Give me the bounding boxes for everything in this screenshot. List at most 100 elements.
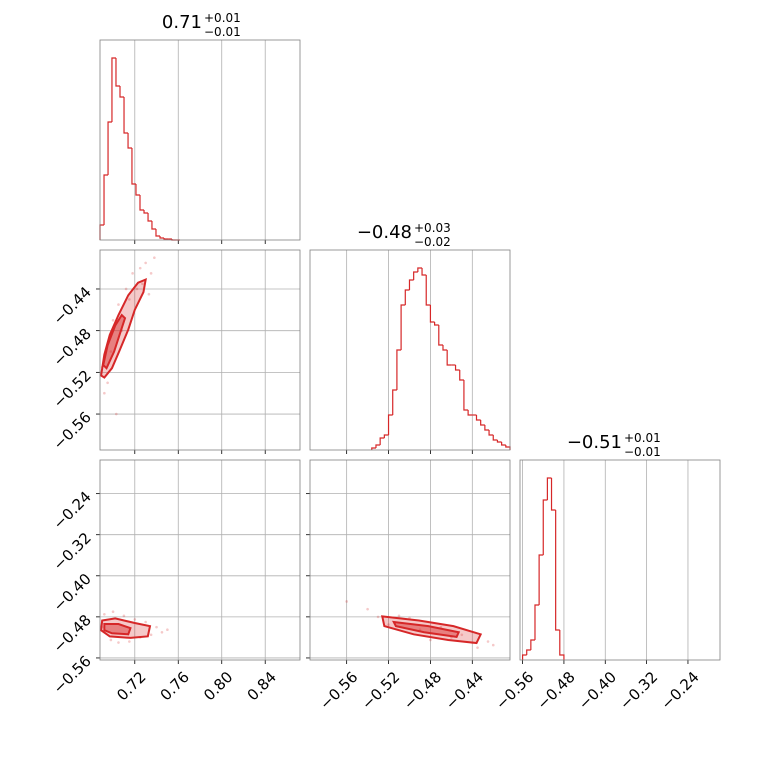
sample-point — [124, 287, 128, 291]
sample-point — [149, 272, 153, 275]
hist-bin — [421, 268, 427, 276]
x-tick-label: 0.72 — [113, 668, 149, 704]
sample-point — [133, 618, 137, 621]
sample-point — [111, 610, 115, 614]
sample-point — [397, 614, 401, 618]
y-tick-label: −0.32 — [50, 529, 95, 574]
hist-bin — [550, 478, 556, 511]
contour — [99, 277, 147, 379]
hist-bin — [434, 322, 439, 326]
hist-bin — [396, 349, 402, 390]
hist-bin — [480, 420, 485, 426]
sample-point — [147, 292, 151, 296]
hist-bin — [408, 279, 414, 290]
hist-bin — [546, 477, 552, 500]
hist-bin — [538, 554, 544, 605]
hist-bin — [488, 430, 494, 436]
title-upper: +0.01 — [624, 431, 661, 445]
sample-point — [117, 641, 120, 644]
panel: 0.72 0.76 0.80 0.84 −0.24−0.32−0.40−0.48−0.5… — [50, 459, 301, 704]
panel-title: 0.71 — [162, 12, 202, 33]
title-lower: −0.01 — [204, 25, 241, 39]
hist-bin — [123, 97, 129, 134]
sample-point — [141, 282, 144, 286]
hist-bin — [375, 444, 381, 448]
hist-bin — [501, 442, 506, 446]
sample-point — [109, 638, 113, 642]
hist-bin — [111, 57, 116, 122]
sample-point — [345, 600, 348, 603]
y-tick-label: −0.44 — [50, 283, 95, 328]
hist-bin — [143, 210, 149, 214]
contour — [392, 620, 461, 638]
sample-point — [160, 630, 164, 634]
panel-title: −0.51 — [567, 432, 622, 453]
hist-bin — [115, 58, 120, 87]
sample-point — [366, 607, 369, 611]
sample-point — [144, 620, 147, 624]
hist-bin — [392, 389, 397, 415]
hist-bin — [475, 415, 481, 421]
sample-point — [155, 625, 158, 629]
y-tick-label: −0.48 — [50, 325, 95, 370]
hist-bin — [467, 410, 473, 416]
sample-point — [128, 640, 131, 643]
hist-bin — [371, 447, 376, 450]
x-tick-label: −0.40 — [575, 668, 620, 713]
sample-point — [103, 391, 106, 395]
x-tick-label: −0.48 — [400, 668, 445, 713]
x-tick-label: −0.56 — [316, 668, 361, 713]
hist-bin — [534, 604, 540, 640]
axes-frame — [519, 459, 721, 661]
sample-point — [429, 638, 432, 642]
hist-bin — [404, 289, 410, 305]
hist-bin — [446, 350, 452, 366]
title-lower: −0.01 — [624, 445, 661, 459]
hist-bin — [413, 271, 418, 280]
sample-point — [153, 256, 156, 260]
sample-point — [138, 266, 142, 270]
hist-bin — [555, 510, 560, 631]
x-tick-label: −0.52 — [358, 668, 403, 713]
hist-bin — [417, 267, 423, 272]
hist-bin — [438, 325, 443, 346]
axes-frame — [99, 459, 301, 661]
x-tick-label: 0.80 — [200, 668, 236, 704]
sample-point — [106, 381, 109, 385]
hist-bin — [103, 174, 109, 225]
sample-point — [128, 298, 131, 301]
contour — [102, 313, 127, 370]
sample-point — [460, 633, 464, 637]
sample-point — [486, 640, 490, 643]
hist-bin — [119, 86, 125, 98]
sample-point — [387, 623, 390, 626]
hist-bin — [521, 654, 527, 660]
y-tick-label: −0.40 — [50, 570, 95, 615]
x-tick-label: −0.44 — [442, 668, 487, 713]
y-tick-label: −0.24 — [50, 488, 95, 533]
y-tick-label: −0.48 — [50, 611, 95, 656]
sample-point — [117, 303, 120, 306]
hist-bin — [484, 425, 490, 431]
hist-bin — [400, 304, 406, 350]
hist-bin — [463, 380, 469, 411]
axes-frame — [309, 249, 511, 451]
title-upper: +0.03 — [414, 221, 451, 235]
sample-point — [491, 643, 495, 647]
hist-bin — [492, 435, 498, 441]
x-tick-label: −0.56 — [492, 668, 537, 713]
sample-point — [115, 412, 118, 416]
hist-bin — [505, 445, 511, 450]
sample-point — [109, 350, 113, 353]
x-tick-label: −0.48 — [533, 668, 578, 713]
hist-bin — [151, 221, 156, 230]
hist-bin — [135, 184, 140, 196]
y-tick-label: −0.56 — [50, 408, 95, 453]
hist-bin — [139, 195, 145, 211]
hist-bin — [127, 133, 132, 149]
axes-frame — [99, 249, 301, 451]
sample-point — [131, 272, 134, 275]
axes-frame — [309, 459, 511, 661]
contour — [103, 623, 132, 636]
hist-bin — [159, 236, 165, 239]
